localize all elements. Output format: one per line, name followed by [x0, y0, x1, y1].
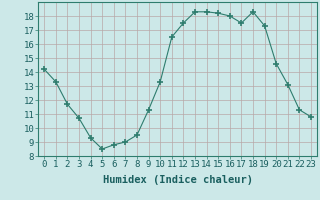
X-axis label: Humidex (Indice chaleur): Humidex (Indice chaleur): [103, 175, 252, 185]
